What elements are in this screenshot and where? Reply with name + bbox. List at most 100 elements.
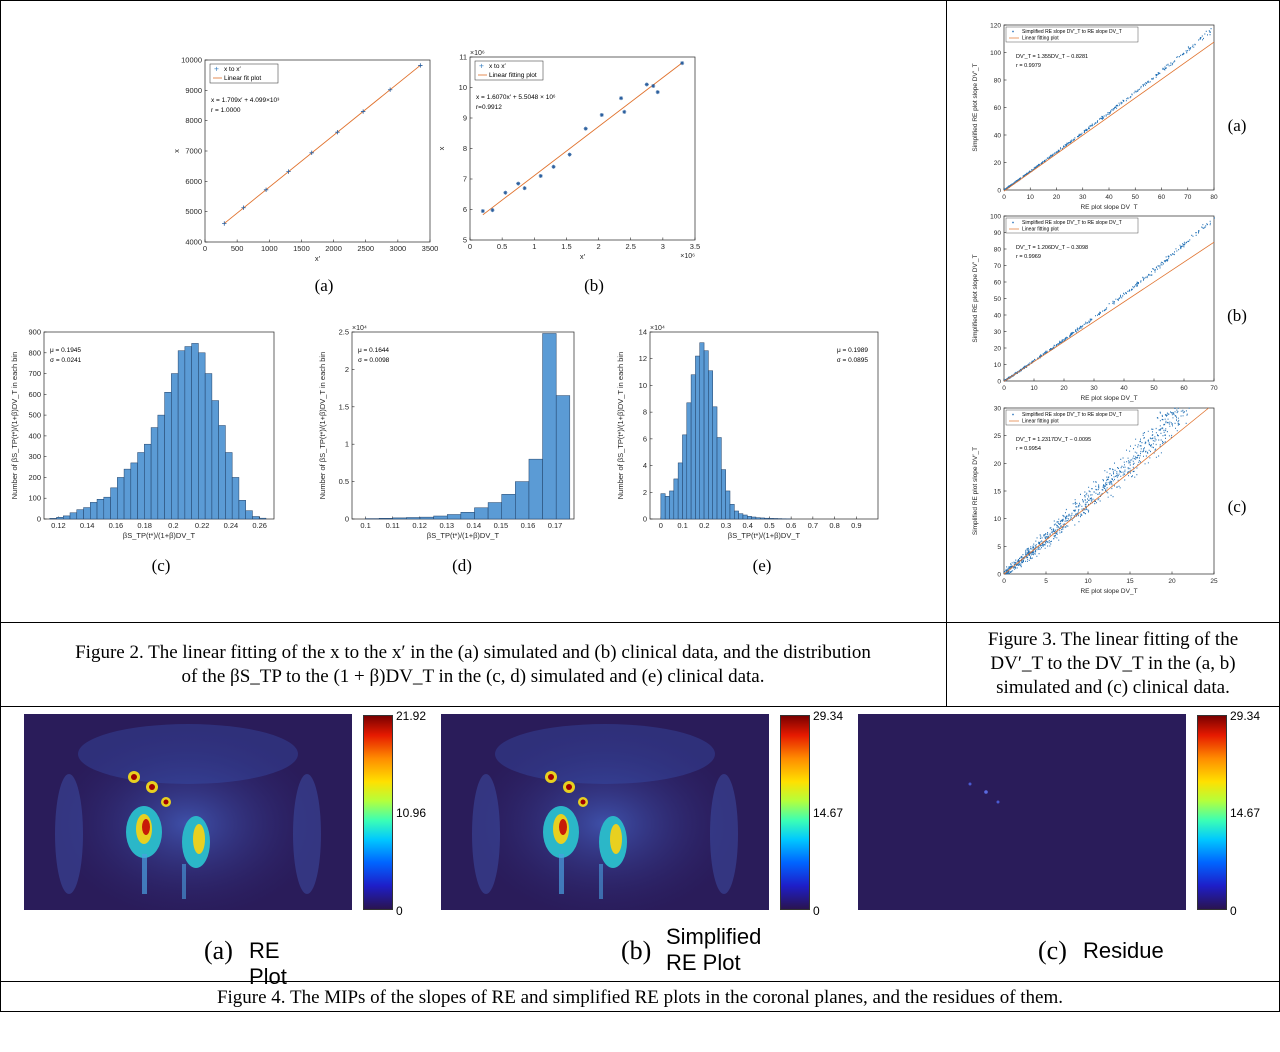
y-tick-label: 12 [639, 354, 647, 363]
y-tick-label: 60 [994, 280, 1002, 287]
histogram-bar [721, 469, 726, 520]
x-tick-label: 0.16 [109, 521, 124, 530]
fig3-caption-line1: Figure 3. The linear fitting of the [987, 629, 1239, 650]
annotation: r = 0.9954 [1016, 446, 1041, 452]
left-kidney-hotspot [559, 819, 567, 835]
annotation: r = 1.0000 [211, 107, 241, 114]
left-arm [55, 774, 83, 894]
legend-marker [1012, 221, 1014, 224]
x-tick-label: 10 [1030, 385, 1038, 392]
data-point [619, 96, 624, 101]
y-tick-label: 10 [994, 362, 1002, 369]
y-axis-label: Number of βS_TP(t*)/(1+β)DV_T in each bi… [318, 352, 327, 500]
histogram-bar [392, 517, 407, 520]
y-tick-label: 30 [994, 329, 1002, 336]
x-tick-label: 0.17 [548, 521, 563, 530]
y-tick-label: 0 [997, 572, 1001, 579]
panel-title: Simplified RE Plot [666, 924, 762, 975]
x-tick-label: 0.14 [80, 521, 95, 530]
x-tick-label: 0.15 [494, 521, 509, 530]
x-tick-label: 40 [1120, 385, 1128, 392]
y-tick-label: 6 [643, 434, 647, 443]
ureter [599, 864, 603, 899]
residue-spot [996, 800, 1000, 804]
y-tick-label: 20 [994, 160, 1002, 167]
y-tick-label: 60 [994, 105, 1002, 112]
histogram-bar [764, 517, 770, 520]
fit-line [1003, 241, 1215, 382]
y-tick-label: 0.5 [339, 477, 349, 486]
histogram-bar [218, 425, 226, 520]
y-tick-label: 100 [990, 214, 1001, 221]
x-tick-label: 1000 [261, 244, 278, 253]
colorbar-tick-label: 29.34 [1230, 709, 1261, 723]
fig4-caption-divider [0, 981, 1280, 982]
histogram-bar [144, 443, 152, 520]
histogram-bar [238, 500, 246, 520]
histogram-bar [96, 499, 105, 520]
y-tick-label: 100 [990, 50, 1001, 57]
right-arm [293, 774, 321, 894]
legend-box [474, 60, 544, 81]
x-tick-label: 0.1 [360, 521, 370, 530]
histogram-bar [177, 350, 186, 520]
histogram-bar [117, 477, 125, 520]
histogram-bar [515, 481, 530, 520]
legend-box [1005, 26, 1139, 43]
legend-marker: + [479, 61, 484, 71]
x-tick-label: 2.5 [625, 242, 635, 251]
histogram-bar [474, 507, 489, 520]
x-tick-label: 1 [532, 242, 536, 251]
x-tick-label: 40 [1105, 194, 1113, 201]
vessel-hotspot-core [131, 774, 137, 780]
y-tick-label: 2 [643, 488, 647, 497]
annotation: DV′_T = 1.355DV_T − 0.8281 [1016, 54, 1088, 60]
data-point [309, 150, 314, 156]
right-arm [710, 774, 738, 894]
y-tick-label: 10 [639, 381, 647, 390]
histogram-bar [742, 514, 748, 520]
x-tick-label: 60 [1158, 194, 1166, 201]
y-tick-label: 7 [463, 175, 467, 184]
left-arm [472, 774, 500, 894]
y-tick-label: 30 [994, 406, 1002, 413]
y-tick-label: 5 [463, 236, 467, 245]
y-tick-label: 7000 [185, 147, 202, 156]
histogram-bar [130, 462, 138, 520]
histogram-bar [725, 490, 731, 520]
panel-title: Residue [1083, 938, 1164, 963]
y-tick-label: 0 [643, 515, 647, 524]
legend-box [1005, 409, 1139, 426]
colorbar-tick-label: 14.67 [1230, 806, 1261, 820]
fit-line [1003, 41, 1215, 192]
x-tick-label: 0 [468, 242, 472, 251]
y-tick-label: 2.5 [339, 328, 349, 337]
y-exponent-label: ×10⁴ [352, 325, 367, 332]
histogram-bar [63, 515, 71, 520]
histogram-bar [660, 493, 666, 520]
histogram-bar [245, 510, 253, 520]
x-tick-label: 0.1 [677, 521, 687, 530]
fig2-caption-line2: of the βS_TP to the (1 + β)DV_T in the (… [181, 666, 765, 687]
vessel-hotspot-core [566, 784, 572, 790]
y-axis-label: x [437, 146, 446, 150]
panel-letter: (c) [1038, 936, 1067, 965]
plot-area [1003, 215, 1215, 382]
fig3-caption-line3: simulated and (c) clinical data. [996, 677, 1230, 698]
x-tick-label: 3.5 [690, 242, 700, 251]
histogram-bar [708, 370, 713, 520]
data-point [480, 209, 485, 214]
x-exponent-label: ×10⁶ [680, 253, 695, 260]
histogram-bar [433, 515, 448, 520]
histogram-bar [501, 494, 516, 520]
colorbar-tick-label: 0 [1230, 904, 1237, 918]
vessel-hotspot-core [580, 799, 586, 805]
histogram-bar [677, 462, 683, 520]
annotation: σ = 0.0895 [837, 357, 869, 364]
y-tick-label: 90 [994, 230, 1002, 237]
x-tick-label: 20 [1053, 194, 1061, 201]
fig2e-label: (e) [752, 556, 772, 575]
y-tick-label: 11 [459, 53, 467, 62]
histogram-bar [487, 502, 502, 520]
x-tick-label: 0.16 [521, 521, 536, 530]
